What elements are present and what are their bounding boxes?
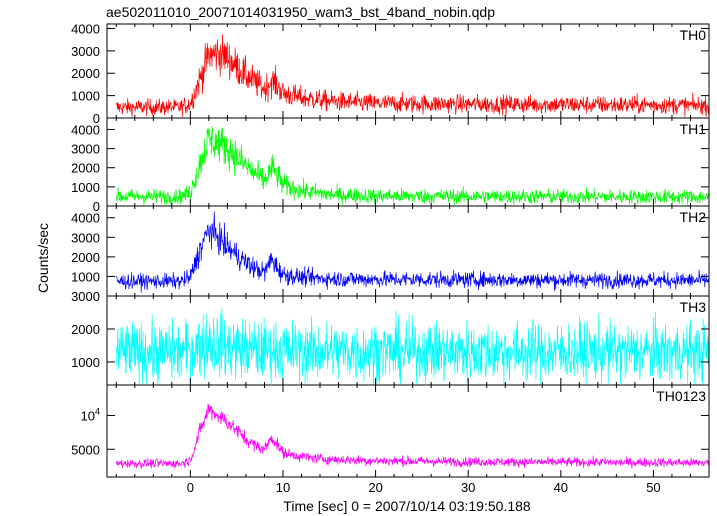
y-tick-label: 0 <box>93 199 100 214</box>
x-tick-label: 0 <box>187 480 194 495</box>
panel-label-th0: TH0 <box>680 27 707 43</box>
x-tick-label: 40 <box>554 480 568 495</box>
series-line-th2 <box>115 211 709 293</box>
y-tick-label: 1000 <box>71 89 100 104</box>
y-tick-label: 5000 <box>71 442 100 457</box>
x-tick-label: 30 <box>461 480 475 495</box>
panel-th0123: 5000 104 TH0123 <box>71 384 710 478</box>
y-tick-label: 3000 <box>71 142 100 157</box>
y-tick-label: 3000 <box>71 289 100 304</box>
y-tick-label: 4000 <box>71 122 100 137</box>
y-tick-label: 2000 <box>71 322 100 337</box>
y-axis-label: Counts/sec <box>35 223 51 293</box>
series-line-th0 <box>115 34 709 118</box>
y-tick-label: 4000 <box>71 21 100 36</box>
y-tick-label: 2000 <box>71 161 100 176</box>
y-tick-label: 4000 <box>71 211 100 226</box>
panel-label-th1: TH1 <box>680 121 707 137</box>
panel-label-th0123: TH0123 <box>656 388 706 404</box>
y-tick-label: 104 <box>81 406 100 423</box>
series-line-th1 <box>115 126 709 206</box>
y-tick-label: 0 <box>93 111 100 126</box>
x-axis-label: Time [sec] 0 = 2007/10/14 03:19:50.188 <box>283 498 531 514</box>
y-tick-label: 1000 <box>71 355 100 370</box>
y-tick-label: 1000 <box>71 269 100 284</box>
panel-label-th2: TH2 <box>680 209 707 225</box>
panel-th3: 1000 2000 3000 TH3 <box>71 289 710 386</box>
y-tick-label: 2000 <box>71 250 100 265</box>
x-tick-label: 50 <box>646 480 660 495</box>
y-tick-label: 3000 <box>71 44 100 59</box>
x-tick-label: 20 <box>368 480 382 495</box>
figure-title: ae502011010_20071014031950_wam3_bst_4ban… <box>106 4 495 20</box>
series-line-th3 <box>115 307 709 385</box>
y-tick-label: 2000 <box>71 66 100 81</box>
x-axis-group: 0 10 20 30 40 50 <box>187 480 661 495</box>
x-tick-label: 10 <box>276 480 290 495</box>
panels-group: 0 1000 2000 3000 4000 TH0 0 1000 2000 3000 4000 TH1… <box>71 21 710 478</box>
y-tick-label: 1000 <box>71 180 100 195</box>
series-line-th0123 <box>115 403 709 469</box>
panel-frame <box>106 384 710 478</box>
panel-label-th3: TH3 <box>680 299 707 315</box>
y-tick-label: 3000 <box>71 230 100 245</box>
